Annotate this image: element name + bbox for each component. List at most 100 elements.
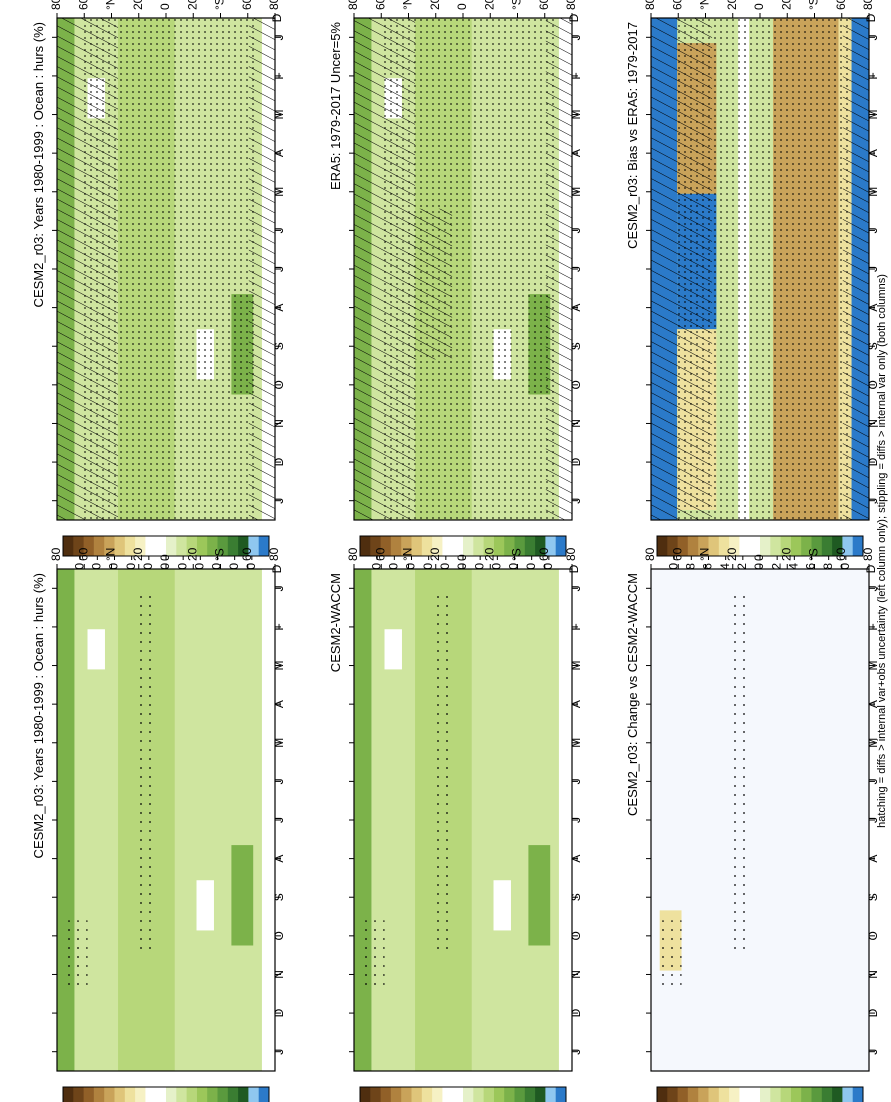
month-label: S (569, 893, 583, 901)
colorbar-swatch (821, 1087, 833, 1102)
field (354, 569, 572, 1071)
panel-title: CESM2_r03: Years 1980-1999 : Ocean : hur… (31, 22, 46, 307)
month-label: J (866, 1049, 880, 1055)
month-label: A (866, 700, 880, 708)
colorbar-swatch (431, 536, 443, 556)
field-region-dry-south (493, 880, 511, 931)
lat-label: 80 (861, 0, 875, 10)
colorbar-swatch (175, 1087, 187, 1102)
colorbar-label: -2 (769, 563, 783, 574)
colorbar-swatch (248, 1087, 259, 1102)
month-label: M (272, 661, 286, 671)
colorbar-swatch (165, 536, 177, 556)
month-axis-start: D (567, 564, 581, 573)
colorbar-swatch (258, 1087, 269, 1102)
colorbar-swatch (217, 536, 228, 556)
colorbar-swatch (421, 1087, 433, 1102)
month-label: M (272, 738, 286, 748)
colorbar-swatch (227, 1087, 239, 1102)
colorbar-swatch (380, 536, 391, 556)
field (650, 18, 869, 520)
lat-label: 20 (779, 0, 793, 10)
month-label: J (272, 1049, 286, 1055)
month-label: N (272, 970, 286, 979)
colorbar-swatch (555, 1087, 566, 1102)
month-label: S (272, 893, 286, 901)
lat-label: 20 (185, 547, 199, 561)
field (57, 569, 275, 1071)
colorbar-swatch (248, 536, 259, 556)
lat-label: °N (104, 0, 118, 10)
month-label: A (866, 855, 880, 863)
month-label: M (272, 187, 286, 197)
colorbar-swatch (145, 1087, 156, 1102)
field-region-dry-south (196, 880, 214, 931)
panel-p00: D J F M A M J J A S O N D J 80 60 °N 20 0 20 °S 60 80 CESM2_r03… (31, 0, 286, 583)
month-label: A (569, 700, 583, 708)
month-label: M (569, 738, 583, 748)
lat-label: °S (510, 548, 524, 561)
colorbar-swatch (83, 1087, 94, 1102)
colorbar-swatch (842, 536, 853, 556)
colorbar-swatch (656, 1087, 668, 1102)
colorbar-swatch (524, 536, 536, 556)
lat-label: 0 (455, 554, 469, 561)
lat-label: 20 (428, 547, 442, 561)
colorbar-swatch (503, 1087, 515, 1102)
month-label: M (569, 187, 583, 197)
stippling-equator (436, 589, 450, 951)
lat-label: 0 (158, 3, 172, 10)
colorbar-swatch (175, 536, 187, 556)
colorbar-swatch (411, 536, 422, 556)
colorbar-swatch (677, 536, 688, 556)
lat-label: °N (401, 548, 415, 561)
month-label: J (272, 498, 286, 504)
colorbar-swatch (759, 1087, 771, 1102)
colorbar-swatch (72, 1087, 84, 1102)
lat-label: 60 (670, 0, 684, 10)
colorbar-swatch (114, 1087, 125, 1102)
lat-label: 80 (643, 0, 657, 10)
month-label: J (272, 778, 286, 784)
lat-label: 60 (76, 547, 90, 561)
lat-label: 80 (267, 547, 281, 561)
month-label: J (569, 227, 583, 233)
colorbar-swatch (134, 1087, 146, 1102)
month-label: J (569, 585, 583, 591)
colorbar-swatch (134, 536, 146, 556)
lat-label: 80 (564, 547, 578, 561)
colorbar-swatch (186, 1087, 197, 1102)
month-label: N (569, 970, 583, 979)
month-label: N (272, 419, 286, 428)
colorbar-swatch (514, 536, 525, 556)
month-label: A (569, 855, 583, 863)
colorbar-label: -4 (787, 563, 801, 574)
lat-label: 0 (455, 3, 469, 10)
lat-label: °N (698, 0, 712, 10)
lat-label: 80 (861, 547, 875, 561)
lat-label: 60 (373, 547, 387, 561)
colorbar-swatch (452, 1087, 463, 1102)
colorbar-label: 2 (735, 563, 749, 570)
month-label: M (569, 661, 583, 671)
colorbar: 1201101009080706050403020 (62, 1086, 270, 1102)
colorbar-swatch (852, 536, 863, 556)
colorbar-swatch (411, 1087, 422, 1102)
colorbar-swatch (103, 1087, 115, 1102)
colorbar-swatch (811, 536, 822, 556)
month-label: A (272, 149, 286, 157)
lat-label: 20 (428, 0, 442, 10)
lat-label: °N (698, 548, 712, 561)
colorbar-swatch (483, 536, 494, 556)
colorbar-swatch (62, 536, 74, 556)
colorbar-label: 6 (701, 563, 715, 570)
colorbar-swatch (72, 536, 84, 556)
colorbar-swatch (728, 536, 740, 556)
colorbar-swatch (83, 536, 94, 556)
month-label: N (569, 419, 583, 428)
colorbar-swatch (370, 1087, 381, 1102)
month-label: D (866, 1008, 880, 1017)
month-label: F (569, 72, 583, 79)
month-label: S (569, 342, 583, 350)
